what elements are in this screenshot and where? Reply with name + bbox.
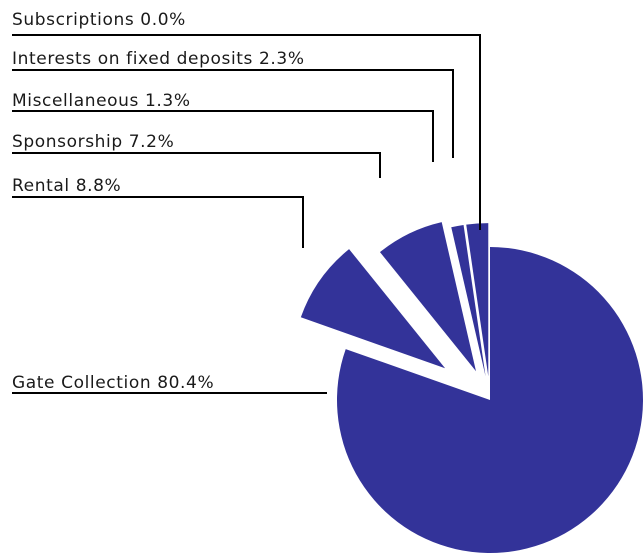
slice-label-sponsorship: Sponsorship 7.2%: [12, 132, 174, 152]
leader-line-miscellaneous: [12, 110, 434, 162]
slice-label-gate-collection: Gate Collection 80.4%: [12, 373, 214, 393]
pie-slice-rental: [300, 249, 446, 369]
slice-label-miscellaneous: Miscellaneous 1.3%: [12, 91, 191, 111]
pie-slice-gate-collection: [337, 247, 643, 553]
slice-label-interests-on-fixed-deposits: Interests on fixed deposits 2.3%: [12, 49, 305, 69]
pie-slice-interests-on-fixed-deposits: [466, 223, 489, 377]
leader-line-interests-on-fixed-deposits: [12, 69, 454, 158]
slice-label-subscriptions: Subscriptions 0.0%: [12, 10, 186, 30]
pie-slice-sponsorship: [379, 222, 477, 372]
leader-line-subscriptions: [12, 34, 481, 230]
leader-line-sponsorship: [12, 152, 381, 178]
slice-label-rental: Rental 8.8%: [12, 176, 121, 196]
pie-slice-miscellaneous: [451, 225, 486, 377]
leader-line-rental: [12, 196, 304, 248]
